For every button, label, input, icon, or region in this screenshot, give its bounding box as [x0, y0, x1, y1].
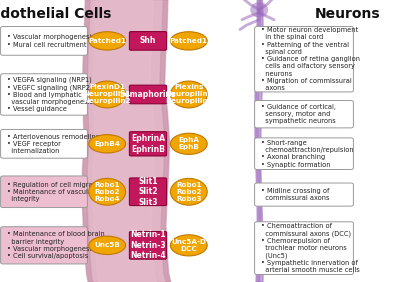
Text: EphrinA
EphrinB: EphrinA EphrinB [131, 134, 165, 153]
Text: Robo1
Robo2
Robo4: Robo1 Robo2 Robo4 [94, 182, 120, 202]
Text: • Short-range
  chemoattraction/repulsion
• Axonal branching
• Synaptic formatio: • Short-range chemoattraction/repulsion … [261, 140, 354, 168]
FancyBboxPatch shape [130, 232, 166, 259]
FancyBboxPatch shape [130, 178, 166, 206]
FancyBboxPatch shape [1, 129, 88, 158]
FancyBboxPatch shape [255, 183, 354, 206]
FancyBboxPatch shape [130, 132, 166, 156]
Text: Plexins
Neuropilin1
Neuropilin2: Plexins Neuropilin1 Neuropilin2 [165, 85, 213, 104]
FancyBboxPatch shape [1, 227, 88, 264]
Text: EphA
EphB: EphA EphB [178, 137, 199, 150]
Text: EphB4: EphB4 [94, 141, 120, 147]
Text: Patched1: Patched1 [170, 38, 208, 44]
Text: Shh: Shh [140, 36, 156, 45]
Text: • Maintenance of blood brain
  barrier integrity
• Vascular morphogenesis
• Cell: • Maintenance of blood brain barrier int… [7, 232, 105, 259]
Ellipse shape [170, 235, 207, 256]
FancyBboxPatch shape [1, 74, 88, 115]
Ellipse shape [250, 2, 268, 17]
Ellipse shape [89, 32, 126, 50]
Text: Unc5B: Unc5B [94, 242, 120, 248]
Ellipse shape [89, 81, 126, 108]
FancyBboxPatch shape [255, 27, 354, 92]
Text: • Vascular morphogenesis
• Mural cell recruitment: • Vascular morphogenesis • Mural cell re… [7, 34, 95, 47]
Text: • VEGFA signaling (NRP1)
• VEGFC signaling (NRP2)
• Blood and lymphatic
  vascul: • VEGFA signaling (NRP1) • VEGFC signali… [7, 76, 93, 113]
FancyBboxPatch shape [255, 101, 354, 128]
Text: Netrin-1
Netrin-3
Netrin-4: Netrin-1 Netrin-3 Netrin-4 [130, 230, 166, 260]
Text: Unc5A-D
DCC: Unc5A-D DCC [171, 239, 206, 252]
Ellipse shape [170, 179, 207, 205]
Ellipse shape [89, 135, 126, 153]
Text: • Regulation of cell migration
• Maintenance of vascular
  integrity: • Regulation of cell migration • Mainten… [7, 182, 106, 202]
Ellipse shape [170, 32, 207, 50]
Text: Robo1
Robo2
Robo3: Robo1 Robo2 Robo3 [176, 182, 202, 202]
Text: Semaphorins: Semaphorins [120, 90, 176, 99]
FancyBboxPatch shape [1, 27, 88, 55]
Text: PlexinD1
Neuropilin1
Neuropilin2: PlexinD1 Neuropilin1 Neuropilin2 [83, 85, 131, 104]
Text: • Motor neuron development
  in the spinal cord
• Patterning of the ventral
  sp: • Motor neuron development in the spinal… [261, 27, 360, 91]
FancyBboxPatch shape [1, 176, 88, 208]
Text: Endothelial Cells: Endothelial Cells [0, 7, 111, 21]
Text: Neurons: Neurons [315, 7, 381, 21]
Text: • Arteriovenous remodeling
• VEGF receptor
  internalization: • Arteriovenous remodeling • VEGF recept… [7, 134, 100, 154]
Text: • Guidance of cortical,
  sensory, motor and
  sympathetic neurons: • Guidance of cortical, sensory, motor a… [261, 104, 336, 124]
Text: • Chemoattraction of
  commissural axons (DCC)
• Chemorepulsion of
  trochlear m: • Chemoattraction of commissural axons (… [261, 223, 360, 274]
Text: Patched1: Patched1 [88, 38, 126, 44]
FancyBboxPatch shape [255, 138, 354, 169]
Ellipse shape [89, 179, 126, 205]
Ellipse shape [89, 236, 126, 254]
FancyBboxPatch shape [130, 32, 166, 50]
Ellipse shape [170, 133, 207, 155]
FancyBboxPatch shape [255, 222, 354, 275]
Ellipse shape [170, 81, 207, 108]
Text: Slit1
Slit2
Slit3: Slit1 Slit2 Slit3 [138, 177, 158, 207]
FancyBboxPatch shape [130, 85, 166, 104]
Text: • Midline crossing of
  commissural axons: • Midline crossing of commissural axons [261, 188, 330, 201]
